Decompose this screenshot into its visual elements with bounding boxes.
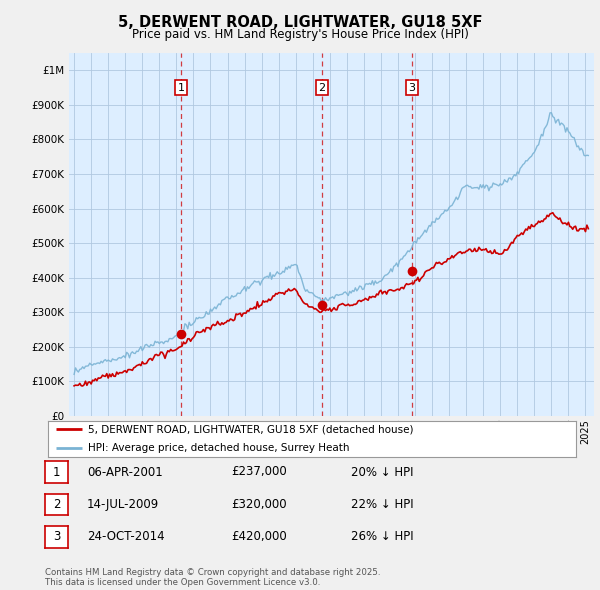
Text: 26% ↓ HPI: 26% ↓ HPI	[351, 530, 413, 543]
Text: 3: 3	[409, 83, 415, 93]
Text: 20% ↓ HPI: 20% ↓ HPI	[351, 466, 413, 478]
Text: 24-OCT-2014: 24-OCT-2014	[87, 530, 164, 543]
Text: 22% ↓ HPI: 22% ↓ HPI	[351, 498, 413, 511]
Text: 1: 1	[53, 466, 60, 478]
Text: 1: 1	[178, 83, 184, 93]
Text: £420,000: £420,000	[231, 530, 287, 543]
Text: £320,000: £320,000	[231, 498, 287, 511]
Text: £237,000: £237,000	[231, 466, 287, 478]
Text: 3: 3	[53, 530, 60, 543]
Text: HPI: Average price, detached house, Surrey Heath: HPI: Average price, detached house, Surr…	[88, 444, 349, 454]
Text: 14-JUL-2009: 14-JUL-2009	[87, 498, 159, 511]
Text: Price paid vs. HM Land Registry's House Price Index (HPI): Price paid vs. HM Land Registry's House …	[131, 28, 469, 41]
Text: Contains HM Land Registry data © Crown copyright and database right 2025.
This d: Contains HM Land Registry data © Crown c…	[45, 568, 380, 587]
Text: 5, DERWENT ROAD, LIGHTWATER, GU18 5XF: 5, DERWENT ROAD, LIGHTWATER, GU18 5XF	[118, 15, 482, 30]
Text: 5, DERWENT ROAD, LIGHTWATER, GU18 5XF (detached house): 5, DERWENT ROAD, LIGHTWATER, GU18 5XF (d…	[88, 424, 413, 434]
Text: 2: 2	[53, 498, 60, 511]
Text: 2: 2	[319, 83, 326, 93]
Text: 06-APR-2001: 06-APR-2001	[87, 466, 163, 478]
